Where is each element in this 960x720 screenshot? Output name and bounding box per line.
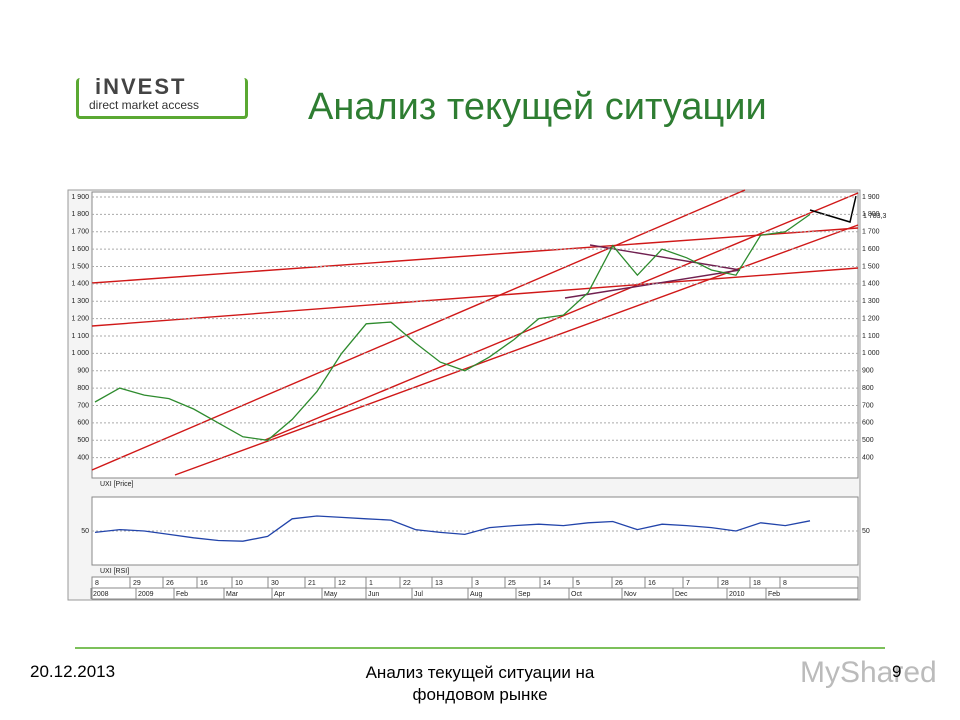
y-tick-label: 1 000 xyxy=(862,350,880,357)
logo-brand: iNVEST xyxy=(91,74,191,100)
y-tick-label: 1 300 xyxy=(71,298,89,305)
month-tick-label: Mar xyxy=(226,591,239,598)
y-tick-label: 1 100 xyxy=(71,333,89,340)
y-tick-label: 1 700 xyxy=(71,229,89,236)
y-tick-label: 800 xyxy=(862,385,874,392)
y-tick-label: 500 xyxy=(862,437,874,444)
month-tick-label: Aug xyxy=(470,591,483,598)
y-tick-label: 1 900 xyxy=(71,194,89,201)
day-tick-label: 14 xyxy=(543,580,551,587)
y-tick-label: 600 xyxy=(862,420,874,427)
month-tick-label: 2010 xyxy=(729,591,745,598)
y-tick-label: 1 500 xyxy=(71,263,89,270)
month-tick-label: 2009 xyxy=(138,591,154,598)
y-tick-label: 1 000 xyxy=(71,350,89,357)
day-tick-label: 26 xyxy=(615,580,623,587)
month-tick-label: Apr xyxy=(274,591,286,598)
last-value-label: 1 783,3 xyxy=(863,213,886,220)
legend-entry: UXI [RSI] xyxy=(100,568,129,575)
y-tick-label: 50 xyxy=(862,528,870,535)
y-tick-label: 400 xyxy=(862,454,874,461)
day-tick-label: 13 xyxy=(435,580,443,587)
day-tick-label: 25 xyxy=(508,580,516,587)
trend-line xyxy=(264,192,859,441)
y-tick-label: 1 600 xyxy=(862,246,880,253)
y-tick-label: 400 xyxy=(77,454,89,461)
day-tick-label: 22 xyxy=(403,580,411,587)
y-tick-label: 1 500 xyxy=(862,263,880,270)
y-tick-label: 1 400 xyxy=(71,281,89,288)
day-tick-label: 8 xyxy=(783,580,787,587)
day-tick-label: 28 xyxy=(721,580,729,587)
month-tick-label: Dec xyxy=(675,591,688,598)
y-tick-label: 1 600 xyxy=(71,246,89,253)
day-tick-label: 26 xyxy=(166,580,174,587)
y-tick-label: 1 200 xyxy=(862,315,880,322)
y-tick-label: 500 xyxy=(77,437,89,444)
y-tick-label: 1 100 xyxy=(862,333,880,340)
watermark: MyShared xyxy=(800,656,937,689)
day-tick-label: 8 xyxy=(95,580,99,587)
month-tick-label: Nov xyxy=(624,591,637,598)
day-tick-label: 30 xyxy=(271,580,279,587)
month-tick-label: Feb xyxy=(176,591,188,598)
day-tick-label: 7 xyxy=(686,580,690,587)
logo: iNVEST direct market access xyxy=(76,74,248,119)
y-tick-label: 600 xyxy=(77,420,89,427)
footer-rule xyxy=(75,647,885,649)
legend-entry: UXI [Price] xyxy=(100,481,134,488)
y-tick-label: 1 200 xyxy=(71,315,89,322)
day-tick-label: 12 xyxy=(338,580,346,587)
month-tick-label: 2008 xyxy=(93,591,109,598)
day-tick-label: 16 xyxy=(648,580,656,587)
y-tick-label: 1 900 xyxy=(862,194,880,201)
y-tick-label: 700 xyxy=(77,402,89,409)
footer-caption: Анализ текущей ситуации на фондовом рынк… xyxy=(365,663,595,704)
y-tick-label: 1 400 xyxy=(862,281,880,288)
day-tick-label: 3 xyxy=(475,580,479,587)
series-line xyxy=(94,515,811,542)
page-number: 9 xyxy=(892,662,902,681)
y-tick-label: 1 800 xyxy=(71,211,89,218)
price-panel xyxy=(91,191,859,479)
trend-line xyxy=(91,267,859,327)
day-tick-label: 1 xyxy=(369,580,373,587)
day-tick-label: 16 xyxy=(200,580,208,587)
y-tick-label: 900 xyxy=(77,368,89,375)
month-tick-label: Oct xyxy=(571,591,582,598)
y-tick-label: 800 xyxy=(77,385,89,392)
logo-tagline: direct market access xyxy=(89,98,200,112)
month-tick-label: May xyxy=(324,591,338,598)
day-tick-label: 10 xyxy=(235,580,243,587)
slide-title: Анализ текущей ситуации xyxy=(308,86,767,128)
y-tick-label: 900 xyxy=(862,368,874,375)
day-tick-label: 18 xyxy=(753,580,761,587)
month-tick-label: Jun xyxy=(368,591,379,598)
series-line xyxy=(94,213,811,441)
day-tick-label: 21 xyxy=(308,580,316,587)
y-tick-label: 1 300 xyxy=(862,298,880,305)
day-tick-label: 5 xyxy=(576,580,580,587)
arrow xyxy=(809,195,857,223)
month-tick-label: Sep xyxy=(518,591,531,598)
y-tick-label: 700 xyxy=(862,402,874,409)
footer-date: 20.12.2013 xyxy=(30,662,116,681)
y-tick-label: 1 800 xyxy=(862,211,880,218)
trend-line xyxy=(91,227,859,284)
y-tick-label: 1 700 xyxy=(862,229,880,236)
day-tick-label: 29 xyxy=(133,580,141,587)
month-tick-label: Jul xyxy=(414,591,423,598)
month-tick-label: Feb xyxy=(768,591,780,598)
y-tick-label: 50 xyxy=(81,528,89,535)
